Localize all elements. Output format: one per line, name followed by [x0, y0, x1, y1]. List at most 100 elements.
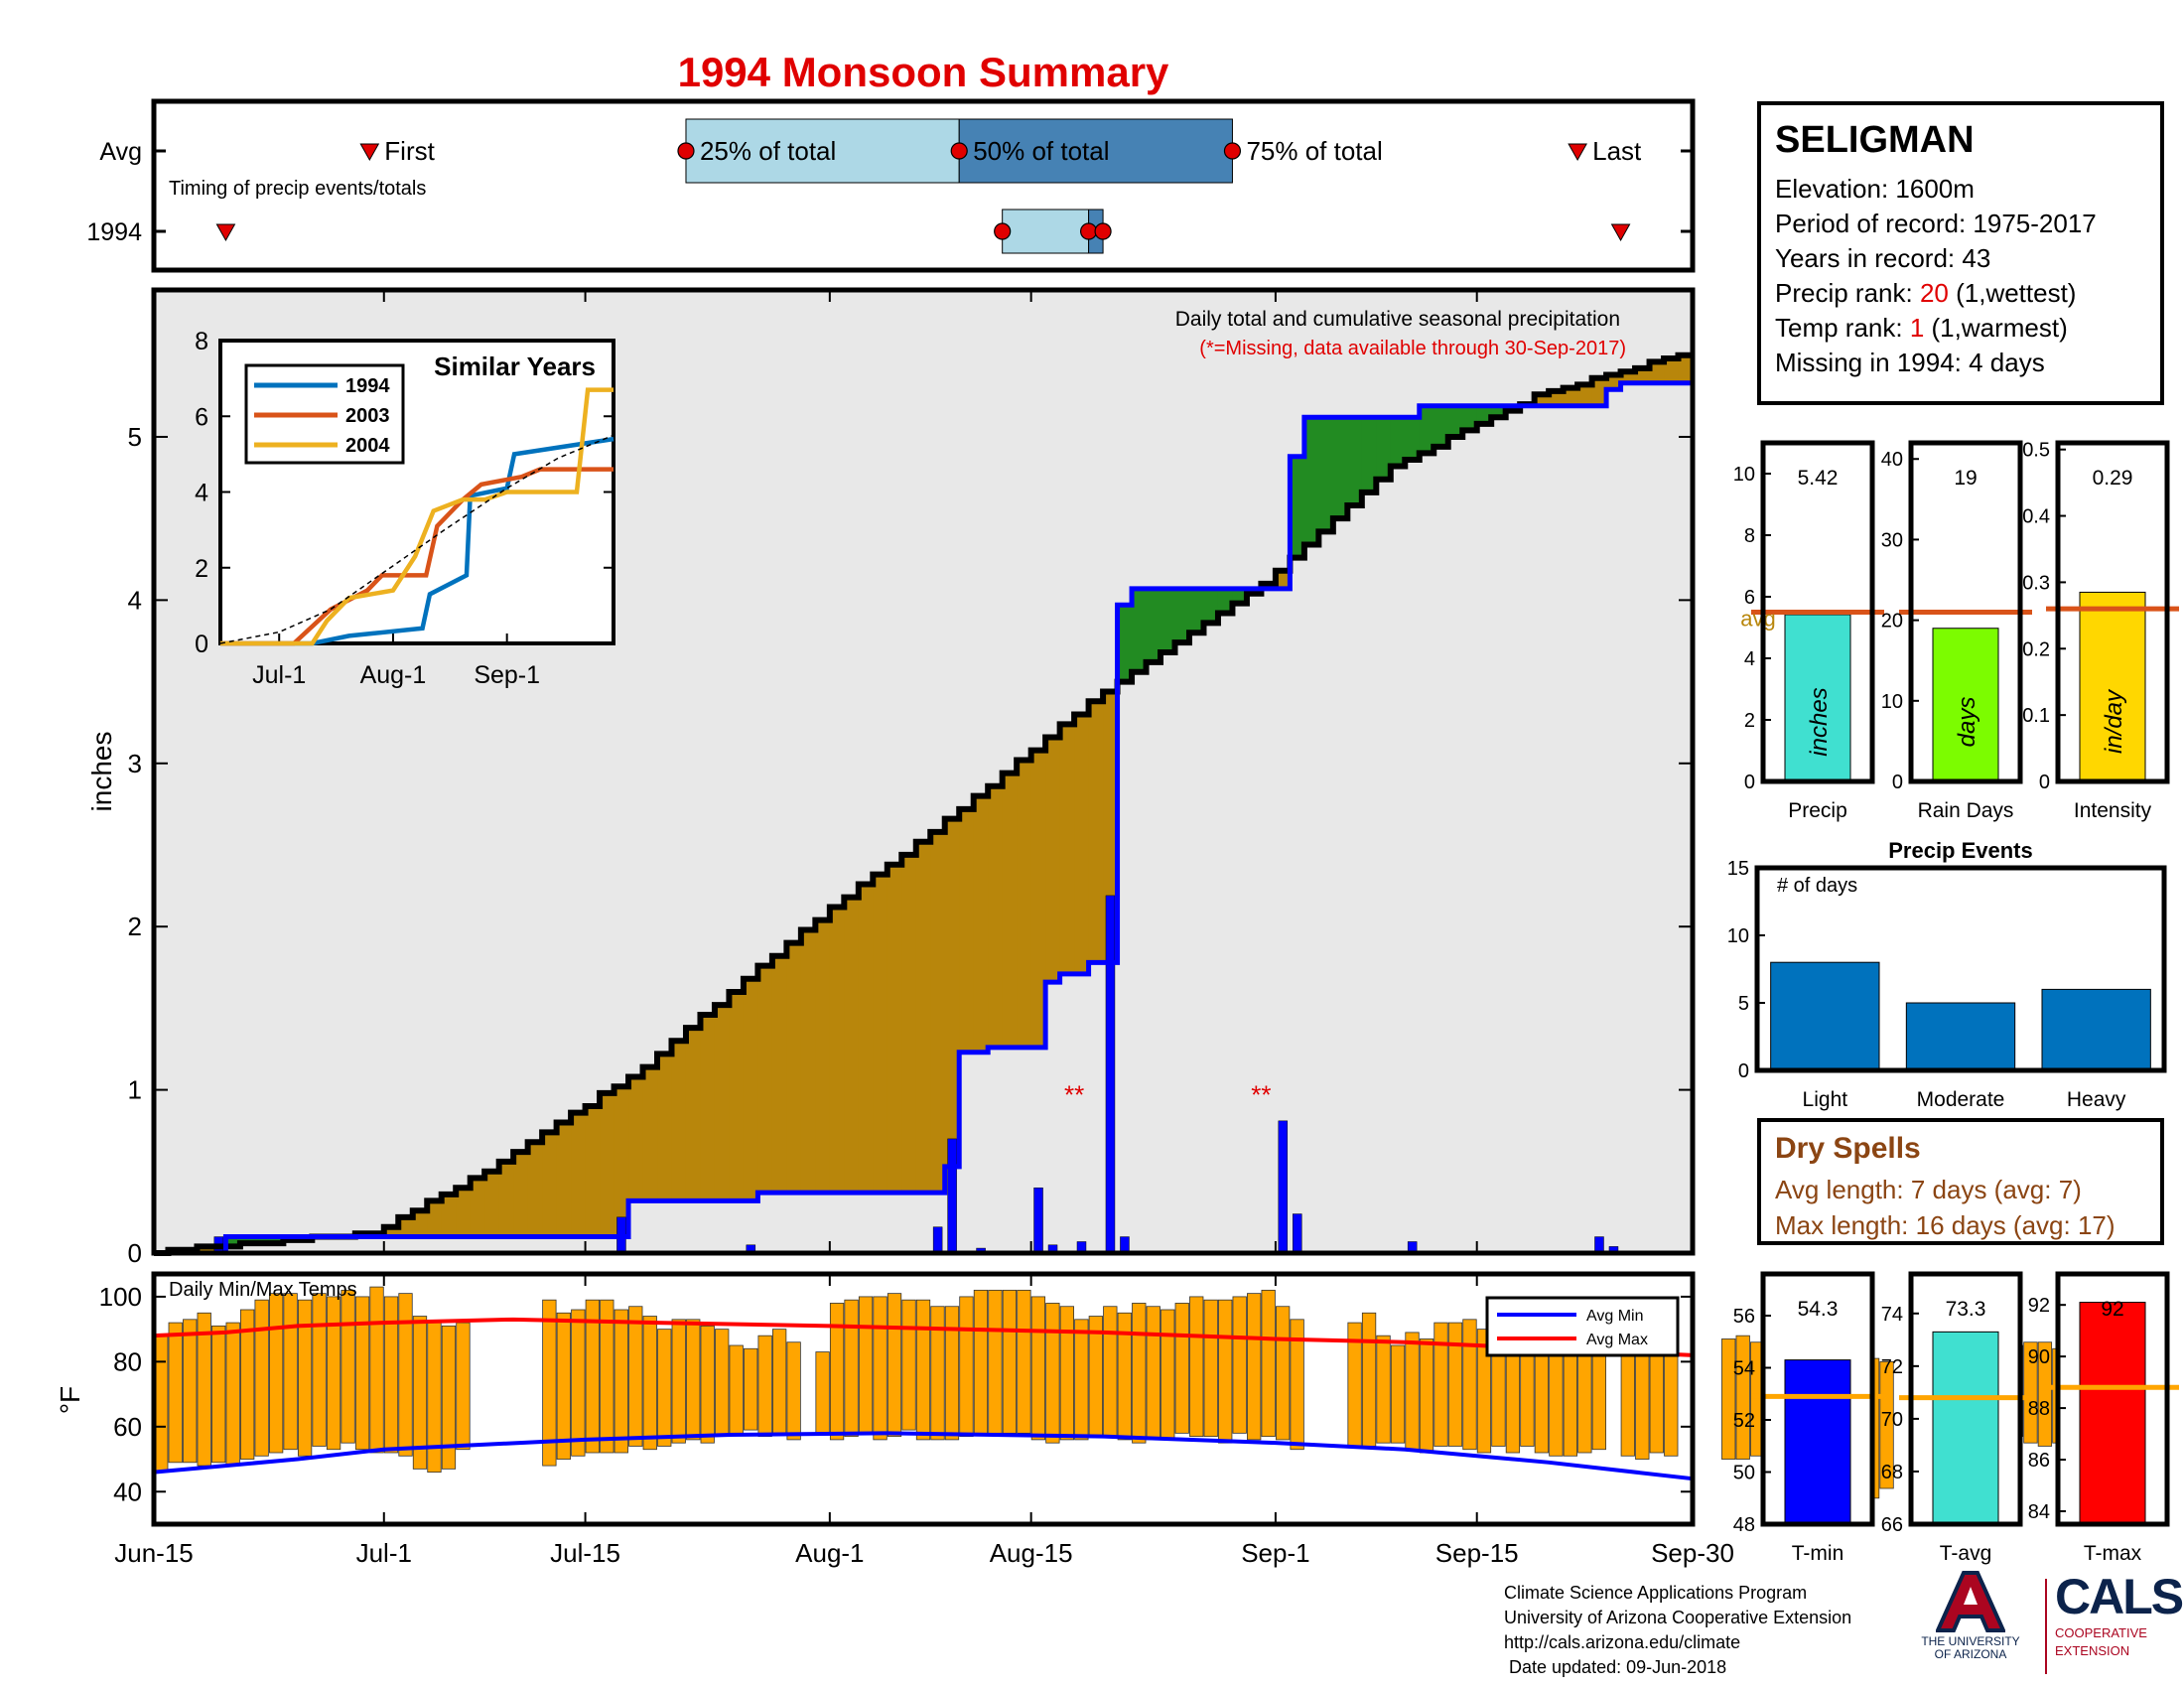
events-category-label: Light — [1803, 1088, 1848, 1111]
stat-unit-label: in/day — [2101, 688, 2127, 754]
deficit-fill-segment — [771, 955, 787, 1194]
station-elevation: Elevation: 1600m — [1775, 174, 1975, 204]
daily-temp-bar — [369, 1286, 384, 1454]
stat-panel-frame — [2055, 440, 2170, 784]
deficit-fill-segment — [873, 874, 888, 1194]
deficit-fill-segment — [628, 1076, 644, 1201]
stat-panel-frame — [2055, 1271, 2170, 1527]
daily-temp-bar — [686, 1319, 701, 1441]
daily-temp-bar — [585, 1299, 600, 1454]
daily-temp-bar — [959, 1296, 974, 1438]
daily-temp-bar — [542, 1299, 557, 1467]
surplus-fill-segment — [1476, 405, 1492, 424]
stat-bar-t-min — [1784, 1359, 1851, 1525]
daily-temp-bar — [642, 1316, 657, 1451]
deficit-fill-segment — [729, 991, 745, 1201]
daily-temp-bar — [771, 1329, 787, 1434]
daily-temp-bar — [1620, 1347, 1635, 1457]
deficit-fill-segment — [197, 1246, 212, 1253]
deficit-fill-segment — [786, 942, 802, 1194]
deficit-fill-segment — [829, 907, 845, 1194]
events-bar-light — [1770, 961, 1880, 1071]
deficit-fill-segment — [887, 864, 902, 1194]
stat-bar-t-max — [2079, 1302, 2146, 1525]
surplus-fill-segment — [1361, 417, 1377, 492]
daily-temp-bar — [1419, 1338, 1434, 1454]
stat-y-tick-label: 0 — [1892, 772, 1903, 793]
deficit-fill-segment — [988, 785, 1004, 1048]
deficit-fill-segment — [556, 1122, 572, 1237]
credit-url[interactable]: http://cals.arizona.edu/climate — [1504, 1632, 1741, 1652]
surplus-fill-segment — [1332, 417, 1348, 519]
stat-y-tick-label: 68 — [1881, 1462, 1903, 1483]
daily-temp-bar — [556, 1312, 571, 1460]
deficit-fill-segment — [1017, 760, 1032, 1048]
daily-temp-bar — [254, 1299, 269, 1457]
legend-label: Avg Min — [1586, 1308, 1644, 1325]
surplus-fill-segment — [1132, 588, 1148, 672]
y-tick-label: 1 — [128, 1075, 142, 1105]
events-y-tick-label: 15 — [1727, 858, 1749, 880]
cals-logo: CALS COOPERATIVE EXTENSION — [2055, 1571, 2184, 1658]
stat-category-label: T-min — [1792, 1542, 1844, 1565]
surplus-fill-segment — [1146, 588, 1161, 662]
daily-temp-bar — [1290, 1319, 1304, 1451]
station-missing: Missing in 1994: 4 days — [1775, 348, 2045, 377]
surplus-fill-segment — [1390, 417, 1406, 467]
dry-spells-title: Dry Spells — [1775, 1132, 1921, 1165]
daily-temp-bar — [268, 1293, 284, 1454]
quartile-marker — [1223, 142, 1242, 160]
event-triangle-marker — [215, 223, 236, 242]
surplus-fill-segment — [1217, 588, 1234, 614]
ua-line: OF ARIZONA — [1934, 1647, 2007, 1661]
deficit-fill-segment — [915, 841, 931, 1194]
events-y-label: # of days — [1777, 875, 1857, 897]
quartile-box-lower — [685, 118, 960, 184]
precip-title: Daily total and cumulative seasonal prec… — [1175, 308, 1620, 331]
stat-panel-frame — [1760, 1271, 1875, 1527]
daily-temp-bar — [1361, 1312, 1377, 1447]
temp-rank-suffix: (1,warmest) — [1924, 313, 2068, 343]
events-y-tick-label: 0 — [1738, 1060, 1749, 1082]
daily-temp-bar — [211, 1325, 226, 1464]
credit-line: Climate Science Applications Program — [1504, 1583, 1808, 1603]
deficit-fill-segment — [973, 795, 989, 1053]
inset-y-tick-label: 6 — [195, 403, 208, 431]
surplus-fill-segment — [1462, 405, 1478, 431]
quartile-label: 25% of total — [700, 136, 836, 166]
stat-y-tick-label: 30 — [1881, 529, 1903, 551]
timing-note: Timing of precip events/totals — [169, 178, 426, 200]
stat-panel-frame — [1760, 440, 1875, 784]
deficit-fill-segment — [642, 1066, 658, 1201]
stat-y-tick-label: 0.1 — [2022, 705, 2050, 727]
ua-a-icon — [1934, 1571, 2007, 1632]
stat-y-tick-label: 72 — [1881, 1356, 1903, 1378]
daily-temp-bar — [2037, 1341, 2053, 1447]
stat-y-tick-label: 8 — [1744, 525, 1755, 547]
logo-divider — [2045, 1579, 2047, 1674]
credit-line: University of Arizona Cooperative Extens… — [1504, 1608, 1852, 1627]
page-title: 1994 Monsoon Summary — [678, 49, 1169, 95]
similar-year-line-avg — [219, 434, 614, 644]
deficit-fill-segment — [1030, 750, 1046, 1048]
daily-temp-bar — [1103, 1306, 1118, 1438]
daily-temp-bar — [1879, 1360, 1894, 1489]
event-label: Last — [1592, 136, 1642, 166]
deficit-fill-segment — [1275, 570, 1291, 589]
daily-temp-bar — [354, 1296, 370, 1451]
daily-temp-bar — [1189, 1296, 1204, 1438]
daily-temp-bar — [1174, 1303, 1189, 1434]
stat-y-tick-label: 52 — [1733, 1410, 1755, 1432]
daily-temp-bar — [1045, 1303, 1060, 1444]
cumulative-1994-line — [154, 380, 1693, 1256]
deficit-fill-segment — [757, 965, 773, 1194]
stat-y-tick-label: 0.2 — [2022, 638, 2050, 660]
stat-y-tick-label: 0 — [2039, 772, 2050, 793]
daily-temp-bar — [1649, 1354, 1664, 1454]
quartile-box-lower — [1002, 209, 1090, 254]
events-bar-heavy — [2041, 988, 2151, 1071]
temp-stats-panels: 48 50 52 54 56 54.3 T-min 66 68 70 72 74 73.3 T-avg 84… — [1733, 1271, 2179, 1565]
temps-title: Daily Min/Max Temps — [169, 1279, 357, 1301]
daily-temp-bar — [815, 1351, 830, 1434]
daily-temp-bar — [1635, 1347, 1650, 1460]
